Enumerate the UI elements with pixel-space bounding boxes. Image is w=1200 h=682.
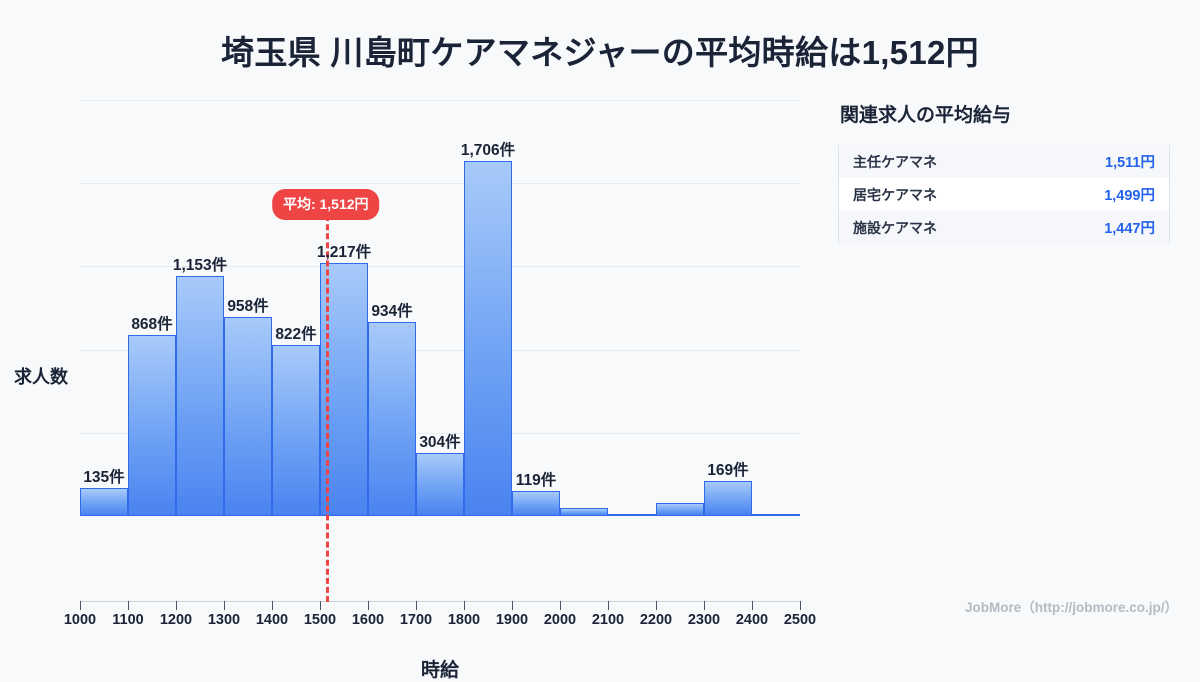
- histogram-bar: [464, 161, 512, 516]
- x-axis-tick-label: 1600: [351, 612, 385, 628]
- x-axis-tick: [320, 601, 321, 610]
- histogram-bar: [128, 335, 176, 516]
- bar-value-label: 934件: [371, 302, 413, 320]
- x-axis-tick-label: 1400: [255, 612, 289, 628]
- gridline: [80, 432, 800, 434]
- x-axis-tick-label: 2300: [687, 612, 721, 628]
- average-badge: 平均: 1,512円: [271, 189, 380, 220]
- table-row-value: 1,499円: [1104, 188, 1155, 204]
- table-row-label: 施設ケアマネ: [853, 219, 937, 236]
- gridline: [80, 349, 800, 351]
- gridline: [80, 183, 800, 185]
- x-axis-tick-label: 2200: [639, 612, 673, 628]
- x-axis-tick-label: 1800: [447, 612, 481, 628]
- bar-value-label: 135件: [83, 468, 125, 486]
- gridline: [80, 266, 800, 268]
- bar-value-label: 958件: [227, 297, 269, 315]
- bar-value-label: 1,153件: [172, 257, 228, 275]
- histogram-bar: [176, 276, 224, 516]
- average-line: [325, 197, 329, 602]
- histogram-bar: [656, 503, 704, 516]
- histogram-bar: [608, 513, 656, 516]
- histogram-bar: [704, 480, 752, 516]
- bar-value-label: 868件: [131, 316, 173, 334]
- related-salary-title: 関連求人の平均給与: [840, 105, 1012, 126]
- table-row-value: 1,511円: [1105, 155, 1155, 171]
- bar-value-label: 1,706件: [460, 142, 516, 160]
- x-axis-tick: [224, 601, 225, 610]
- gridline: [80, 100, 800, 101]
- plot-area: [80, 100, 800, 516]
- bar-value-label: 822件: [275, 326, 317, 344]
- table-row-label: 主任ケアマネ: [853, 153, 937, 170]
- histogram-bar: [512, 491, 560, 516]
- bar-value-label: 119件: [515, 472, 557, 490]
- x-axis-tick: [656, 601, 657, 610]
- x-axis-tick-label: 1700: [399, 612, 433, 628]
- x-axis-tick-label: 1000: [63, 612, 97, 628]
- x-axis-tick: [608, 601, 609, 610]
- page-title: 埼玉県 川島町ケアマネジャーの平均時給は1,512円: [221, 34, 979, 71]
- x-axis-tick-label: 2100: [591, 612, 625, 628]
- x-axis-tick-label: 1900: [495, 612, 529, 628]
- x-axis-tick-label: 1500: [303, 612, 337, 628]
- x-axis-tick: [800, 601, 801, 610]
- table-row-label: 居宅ケアマネ: [853, 186, 937, 203]
- table-row: 居宅ケアマネ 1,499円: [839, 178, 1169, 211]
- x-axis-tick: [464, 601, 465, 610]
- x-axis-line: [80, 601, 801, 602]
- histogram-bar: [560, 507, 608, 516]
- table-row: 施設ケアマネ 1,447円: [839, 211, 1169, 244]
- bar-value-label: 304件: [419, 433, 461, 451]
- x-axis-tick: [416, 601, 417, 610]
- x-axis-tick: [272, 601, 273, 610]
- histogram-bar: [416, 452, 464, 516]
- x-axis-tick-label: 2500: [783, 612, 817, 628]
- footer-credit: JobMore（http://jobmore.co.jp/）: [965, 600, 1178, 615]
- table-row: 主任ケアマネ 1,511円: [839, 145, 1169, 178]
- x-axis-tick: [512, 601, 513, 610]
- x-axis-tick: [704, 601, 705, 610]
- y-axis-title: 求人数: [14, 367, 68, 387]
- x-axis-tick: [560, 601, 561, 610]
- related-salary-table: 主任ケアマネ 1,511円居宅ケアマネ 1,499円施設ケアマネ 1,447円: [838, 145, 1170, 244]
- x-axis-tick-label: 2400: [735, 612, 769, 628]
- x-axis-tick: [176, 601, 177, 610]
- bar-value-label: 1,217件: [316, 243, 372, 261]
- x-axis-tick: [368, 601, 369, 610]
- x-axis-tick-label: 1300: [207, 612, 241, 628]
- x-axis-tick: [128, 601, 129, 610]
- related-salary-panel: 関連求人の平均給与 主任ケアマネ 1,511円居宅ケアマネ 1,499円施設ケアマネ…: [838, 100, 1188, 244]
- histogram-bar: [80, 487, 128, 516]
- histogram-bar: [272, 345, 320, 516]
- histogram-chart: 求人数 時給 平均: 1,512円 135件 868件 1,153件 958件 822件…: [0, 85, 840, 681]
- x-axis-tick-label: 1100: [112, 612, 144, 628]
- histogram-bar: [752, 513, 800, 516]
- x-axis-title: 時給: [420, 660, 459, 681]
- x-axis-tick-label: 1200: [159, 612, 193, 628]
- histogram-bar: [368, 321, 416, 516]
- x-axis-tick: [752, 601, 753, 610]
- x-axis-tick: [80, 601, 81, 610]
- table-row-value: 1,447円: [1104, 221, 1155, 237]
- x-axis-tick-label: 2000: [543, 612, 577, 628]
- bar-value-label: 169件: [707, 461, 749, 479]
- histogram-bar: [224, 316, 272, 516]
